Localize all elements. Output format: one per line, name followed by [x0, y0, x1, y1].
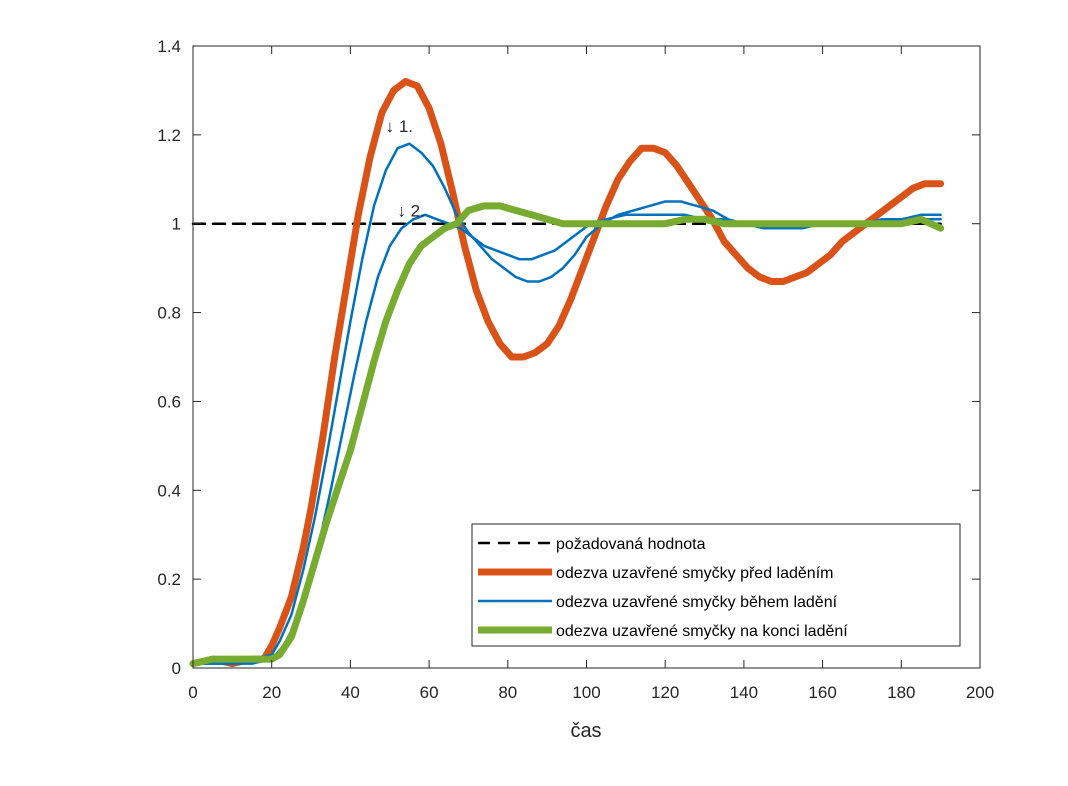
legend-box [471, 523, 961, 647]
x-tick-label: 120 [651, 683, 679, 702]
x-tick-label: 80 [498, 683, 517, 702]
series-line-1 [189, 78, 945, 668]
x-tick-label: 20 [262, 683, 281, 702]
x-axis-label: čas [570, 720, 601, 742]
legend-label-2: odezva uzavřené smyčky během ladění [556, 594, 838, 611]
x-ticks: 0 20 40 60 80 100 120 140 160 180 200 [188, 46, 994, 702]
y-ticks: 0 0.2 0.4 0.6 0.8 1 1.2 1.4 [157, 37, 980, 678]
x-tick-label: 40 [341, 683, 360, 702]
legend: požadovaná hodnota odezva uzavřené smyčky… [471, 523, 961, 647]
y-tick-label: 1 [172, 215, 181, 234]
y-tick-label: 1.4 [157, 37, 181, 56]
legend-label-3: odezva uzavřené smyčky na konci ladění [556, 623, 848, 640]
x-tick-label: 160 [808, 683, 836, 702]
y-tick-label: 0.4 [157, 481, 181, 500]
legend-items: požadovaná hodnota odezva uzavřené smyčky… [478, 536, 848, 640]
y-tick-label: 0.8 [157, 304, 181, 323]
series-line-4 [189, 202, 945, 668]
y-tick-label: 0 [172, 659, 181, 678]
x-tick-label: 0 [188, 683, 197, 702]
legend-label-0: požadovaná hodnota [556, 536, 706, 553]
series-line-2 [191, 142, 942, 665]
x-tick-label: 140 [730, 683, 758, 702]
x-tick-label: 200 [966, 683, 994, 702]
annotation-1: ↓ 1. [386, 117, 413, 136]
y-tick-label: 0.2 [157, 570, 181, 589]
x-tick-label: 100 [572, 683, 600, 702]
annotation-2: ↓ 2. [397, 201, 424, 220]
x-tick-label: 180 [887, 683, 915, 702]
y-tick-label: 0.6 [157, 392, 181, 411]
y-tick-label: 1.2 [157, 126, 181, 145]
series-layer [189, 78, 945, 668]
annotation-layer: ↓ 1. ↓ 2. [386, 117, 425, 220]
legend-label-1: odezva uzavřené smyčky před laděním [556, 565, 833, 582]
x-tick-label: 60 [420, 683, 439, 702]
